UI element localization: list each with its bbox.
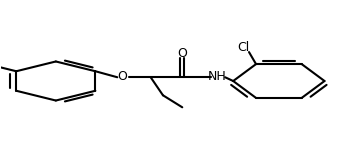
Text: O: O [177, 47, 187, 60]
Text: Cl: Cl [238, 41, 250, 54]
Text: NH: NH [208, 70, 227, 83]
Text: O: O [118, 70, 127, 83]
